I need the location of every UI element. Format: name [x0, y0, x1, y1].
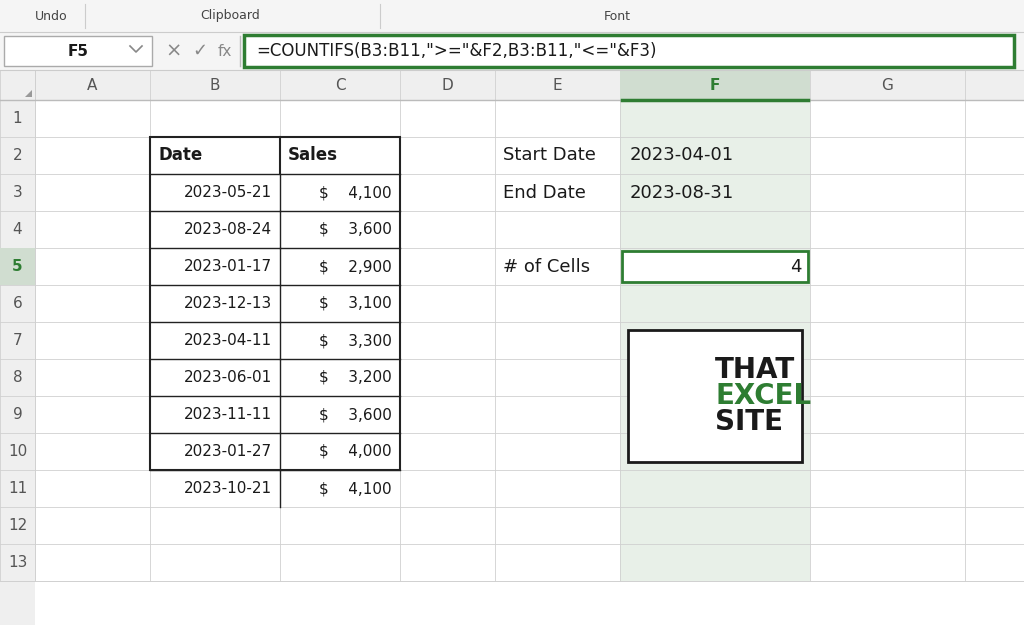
Bar	[620, 285, 810, 322]
Bar	[244, 35, 1014, 67]
Text: 6: 6	[12, 296, 23, 311]
Bar	[0, 70, 1024, 625]
Text: F: F	[710, 78, 720, 92]
Text: EXCEL: EXCEL	[715, 382, 811, 410]
Text: C: C	[335, 78, 345, 92]
Text: $    3,100: $ 3,100	[319, 296, 392, 311]
Text: E: E	[553, 78, 562, 92]
Bar	[620, 396, 810, 433]
Text: =COUNTIFS(B3:B11,">="&F2,B3:B11,"<="&F3): =COUNTIFS(B3:B11,">="&F2,B3:B11,"<="&F3)	[256, 42, 656, 60]
Text: 10: 10	[8, 444, 27, 459]
Bar	[620, 70, 810, 100]
Bar	[620, 544, 810, 581]
Text: Undo: Undo	[35, 9, 68, 22]
Text: 2023-01-27: 2023-01-27	[184, 444, 272, 459]
Text: THAT: THAT	[715, 356, 796, 384]
Bar	[4, 36, 152, 66]
Bar	[620, 470, 810, 507]
Text: 7: 7	[12, 333, 23, 348]
Bar	[620, 70, 810, 100]
Text: ✓: ✓	[193, 42, 208, 60]
Text: 2023-04-01: 2023-04-01	[630, 146, 734, 164]
Text: 13: 13	[8, 555, 28, 570]
Text: 4: 4	[791, 258, 802, 276]
Bar	[0, 248, 35, 285]
Text: 2023-05-21: 2023-05-21	[184, 185, 272, 200]
Text: 2: 2	[12, 148, 23, 163]
Bar	[628, 330, 802, 462]
Bar	[0, 32, 1024, 70]
Bar	[620, 100, 810, 137]
Text: 11: 11	[8, 481, 27, 496]
Text: fx: fx	[218, 44, 232, 59]
Text: $    3,600: $ 3,600	[319, 407, 392, 422]
Text: 4: 4	[12, 222, 23, 237]
Bar	[620, 137, 810, 174]
Text: Clipboard: Clipboard	[200, 9, 260, 22]
Bar	[0, 248, 35, 285]
Text: Date: Date	[158, 146, 203, 164]
Text: $    3,600: $ 3,600	[319, 222, 392, 237]
Bar	[620, 211, 810, 248]
Bar	[620, 322, 810, 359]
Text: 2023-12-13: 2023-12-13	[183, 296, 272, 311]
Bar	[620, 248, 810, 285]
Text: B: B	[210, 78, 220, 92]
Bar	[620, 507, 810, 544]
Bar	[150, 137, 400, 470]
Text: 1: 1	[12, 111, 23, 126]
Text: 2023-11-11: 2023-11-11	[184, 407, 272, 422]
Text: SITE: SITE	[715, 408, 783, 436]
Text: 3: 3	[12, 185, 23, 200]
Text: $    3,300: $ 3,300	[319, 333, 392, 348]
Bar	[620, 174, 810, 211]
Text: 8: 8	[12, 370, 23, 385]
Text: 2023-01-17: 2023-01-17	[184, 259, 272, 274]
Text: # of Cells: # of Cells	[503, 258, 590, 276]
Text: G: G	[882, 78, 893, 92]
Text: $    4,100: $ 4,100	[319, 481, 392, 496]
Bar	[150, 137, 400, 470]
Bar	[0, 0, 1024, 32]
Text: End Date: End Date	[503, 184, 586, 201]
Text: $    3,200: $ 3,200	[319, 370, 392, 385]
Bar	[620, 433, 810, 470]
Polygon shape	[25, 90, 32, 97]
Text: $    4,100: $ 4,100	[319, 185, 392, 200]
Text: 2023-08-24: 2023-08-24	[184, 222, 272, 237]
Bar	[620, 359, 810, 396]
Text: 2023-08-31: 2023-08-31	[630, 184, 734, 201]
Text: Font: Font	[603, 9, 631, 22]
Bar	[0, 70, 35, 625]
Text: Sales: Sales	[288, 146, 338, 164]
Text: D: D	[441, 78, 454, 92]
Text: F5: F5	[68, 44, 88, 59]
Text: 5: 5	[12, 259, 23, 274]
Text: ×: ×	[166, 41, 182, 61]
Text: 2023-10-21: 2023-10-21	[184, 481, 272, 496]
Text: 2023-04-11: 2023-04-11	[184, 333, 272, 348]
Text: 12: 12	[8, 518, 27, 533]
Bar	[0, 70, 1024, 100]
Text: 9: 9	[12, 407, 23, 422]
Bar	[622, 251, 808, 282]
Text: 2023-06-01: 2023-06-01	[183, 370, 272, 385]
Text: $    4,000: $ 4,000	[319, 444, 392, 459]
Text: $    2,900: $ 2,900	[319, 259, 392, 274]
Text: A: A	[87, 78, 97, 92]
Text: Start Date: Start Date	[503, 146, 596, 164]
